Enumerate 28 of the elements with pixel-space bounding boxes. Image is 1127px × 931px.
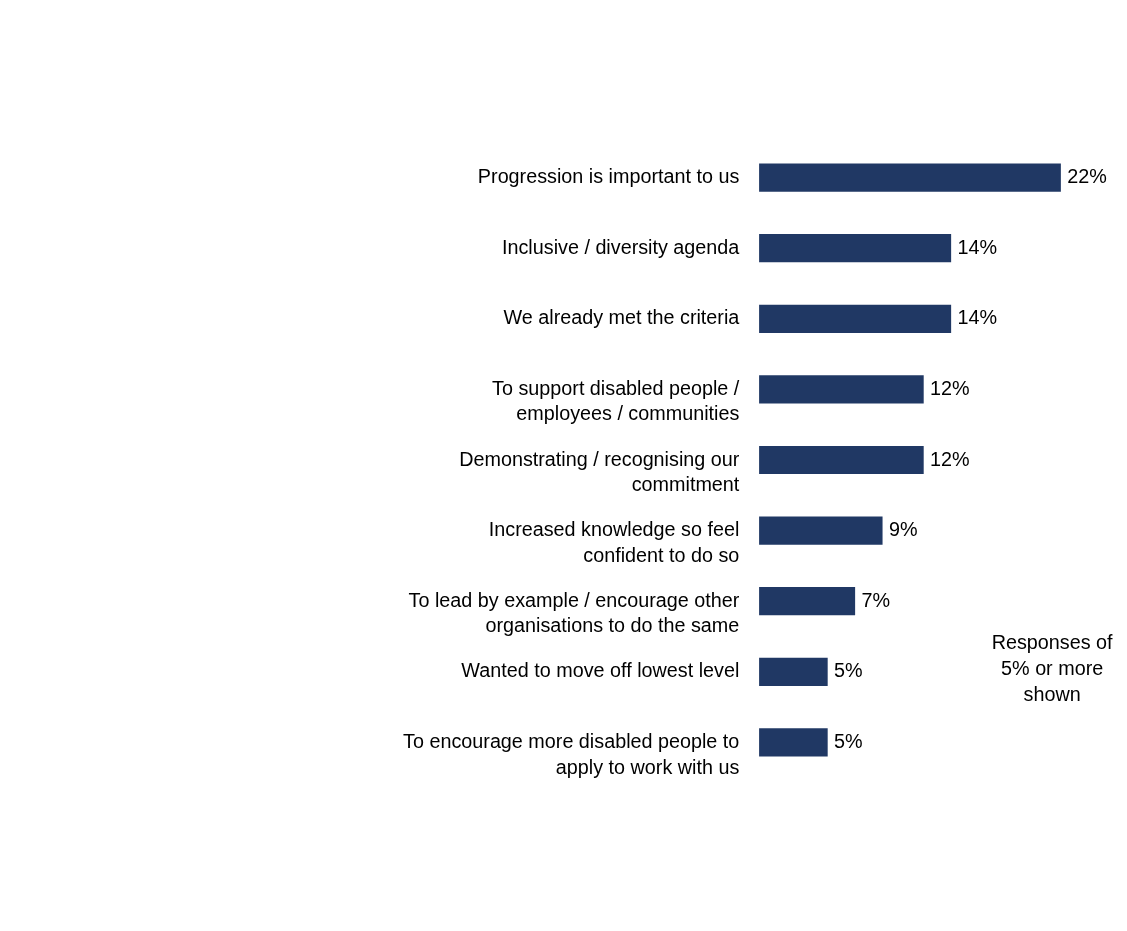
y-tick-label: To support disabled people / employees / communities — [492, 377, 740, 425]
y-tick-label: Demonstrating / recognising our commitment — [459, 447, 740, 496]
bar — [759, 445, 924, 475]
y-tick-label: To encourage more disabled people to apply to work with us — [403, 730, 740, 778]
y-tick-label: Progression is important to us — [477, 165, 740, 188]
annotation: Responses of 5% or more shown — [991, 631, 1114, 706]
y-tick-label: Increased knowledge so feel confident to do so — [488, 518, 740, 566]
data-label: 14% — [957, 306, 998, 329]
y-tick-label: To lead by example / encourage other organisations to do the same — [408, 588, 740, 637]
y-tick-label: Inclusive / diversity agenda — [502, 235, 740, 258]
bar — [759, 657, 828, 686]
data-label: 12% — [930, 377, 970, 400]
data-label: 5% — [834, 659, 863, 682]
bar — [759, 375, 924, 404]
bar — [759, 304, 952, 333]
data-label: 5% — [834, 730, 863, 753]
y-tick-label: We already met the criteria — [503, 306, 740, 329]
data-label: 7% — [861, 588, 891, 611]
bar — [759, 234, 952, 263]
data-label: 22% — [1067, 165, 1107, 188]
data-label: 12% — [930, 447, 970, 470]
data-label: 14% — [957, 235, 998, 258]
bar — [759, 587, 856, 616]
bar — [759, 728, 828, 757]
bar — [759, 163, 1061, 192]
y-tick-label: Wanted to move off lowest level — [461, 659, 740, 682]
data-label: 9% — [888, 518, 918, 541]
bar — [759, 516, 883, 545]
